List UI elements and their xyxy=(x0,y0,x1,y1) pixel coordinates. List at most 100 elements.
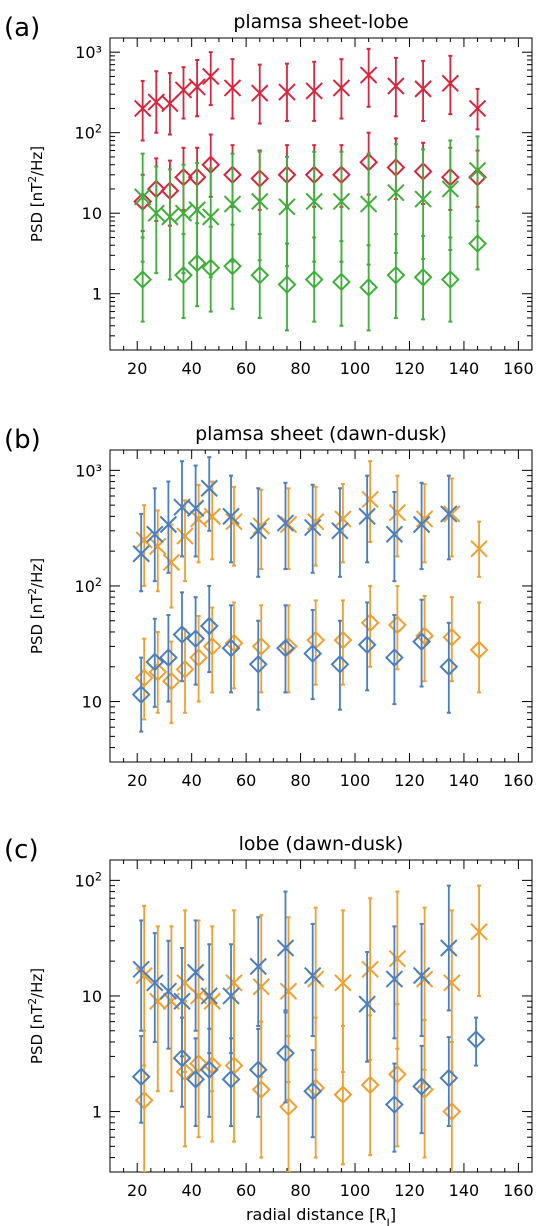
point-diamond xyxy=(131,1067,151,1087)
point-cross xyxy=(279,982,298,1000)
x-tick-label: 60 xyxy=(236,359,256,378)
point-cross xyxy=(223,195,242,213)
point-cross xyxy=(173,992,191,1010)
point-diamond xyxy=(202,636,222,656)
point-cross xyxy=(303,518,322,537)
point-cross xyxy=(188,201,206,219)
data-layer xyxy=(131,884,488,1172)
panel-a: (a) plamsa sheet-lobe PSD [nT2/Hz] 20 40 60 80… xyxy=(4,11,534,378)
point-cross xyxy=(276,939,295,957)
x-tick-label: 160 xyxy=(503,359,534,378)
series-1 xyxy=(133,47,487,142)
point-cross xyxy=(147,93,165,111)
point-diamond xyxy=(199,616,219,636)
x-tick-label: 160 xyxy=(503,1181,534,1200)
x-tick-label: 140 xyxy=(449,359,480,378)
point-diamond xyxy=(172,625,192,644)
point-diamond xyxy=(330,654,350,674)
point-diamond xyxy=(333,630,353,650)
x-tick-label: 40 xyxy=(181,771,201,790)
point-cross xyxy=(305,192,323,211)
point-cross xyxy=(149,537,167,556)
x-tick-label: 40 xyxy=(181,359,201,378)
point-cross xyxy=(276,514,295,532)
point-cross xyxy=(358,995,376,1013)
y-tick-label: 10 xyxy=(82,987,102,1006)
point-cross xyxy=(159,982,178,1000)
x-tick-label: 20 xyxy=(127,359,147,378)
y-tick-label: 10³ xyxy=(75,43,102,62)
x-tick-label: 120 xyxy=(394,771,425,790)
point-cross xyxy=(334,510,352,528)
series-4 xyxy=(131,584,459,733)
point-diamond xyxy=(384,1095,404,1114)
point-cross xyxy=(223,79,242,97)
point-diamond xyxy=(387,615,407,635)
point-cross xyxy=(186,963,205,982)
point-cross xyxy=(202,67,220,86)
point-diamond xyxy=(199,1060,219,1080)
point-diamond xyxy=(186,1069,206,1089)
panel-label: (c) xyxy=(4,835,39,865)
x-tick-label: 20 xyxy=(127,1181,147,1200)
point-cross xyxy=(278,198,296,216)
point-cross xyxy=(361,960,379,979)
y-tick-label: 1 xyxy=(92,1103,102,1122)
point-diamond xyxy=(201,258,221,278)
point-cross xyxy=(359,66,378,84)
point-diamond xyxy=(134,1090,154,1110)
point-cross xyxy=(188,78,206,96)
series-3 xyxy=(132,884,458,1063)
point-cross xyxy=(132,960,150,979)
point-cross xyxy=(159,515,178,534)
point-cross xyxy=(331,522,349,540)
series-2 xyxy=(134,994,462,1172)
x-tick-label: 100 xyxy=(340,771,371,790)
x-tick-label: 80 xyxy=(290,359,310,378)
y-axis-label: PSD [nT2/Hz] xyxy=(27,968,46,1064)
series-4 xyxy=(133,220,487,332)
point-diamond xyxy=(384,648,404,668)
point-cross xyxy=(279,515,298,534)
point-diamond xyxy=(131,685,151,704)
point-diamond xyxy=(133,270,153,289)
point-cross xyxy=(161,208,179,226)
point-cross xyxy=(278,83,296,101)
point-diamond xyxy=(187,253,207,273)
point-diamond xyxy=(189,648,209,668)
plot-frame xyxy=(109,449,533,763)
point-diamond xyxy=(468,234,487,253)
panel-b: (b) plamsa sheet (dawn-dusk) PSD [nT2/Hz] 2… xyxy=(4,423,534,790)
series-1 xyxy=(135,460,488,609)
point-diamond xyxy=(359,277,379,297)
series-4 xyxy=(131,1011,486,1153)
point-cross xyxy=(133,188,152,206)
point-cross xyxy=(132,545,150,563)
point-cross xyxy=(305,82,323,100)
point-cross xyxy=(412,515,431,534)
point-diamond xyxy=(248,1060,268,1080)
point-cross xyxy=(225,974,243,992)
point-diamond xyxy=(248,654,268,674)
point-diamond xyxy=(439,657,459,677)
point-diamond xyxy=(276,638,295,658)
point-cross xyxy=(189,510,208,528)
point-cross xyxy=(176,527,194,545)
point-diamond xyxy=(440,270,460,289)
point-diamond xyxy=(221,638,241,658)
chart-title: plamsa sheet (dawn-dusk) xyxy=(195,423,447,445)
point-diamond xyxy=(174,265,193,285)
point-cross xyxy=(468,161,487,180)
point-cross xyxy=(147,204,165,222)
point-cross xyxy=(306,512,325,531)
point-diamond xyxy=(158,648,178,668)
point-cross xyxy=(385,525,404,543)
point-cross xyxy=(387,183,405,202)
point-diamond xyxy=(172,1048,192,1068)
series-2 xyxy=(134,584,489,725)
point-cross xyxy=(468,99,487,118)
point-cross xyxy=(415,510,434,528)
point-cross xyxy=(470,922,488,941)
point-diamond xyxy=(250,265,270,285)
point-diamond xyxy=(175,659,195,679)
